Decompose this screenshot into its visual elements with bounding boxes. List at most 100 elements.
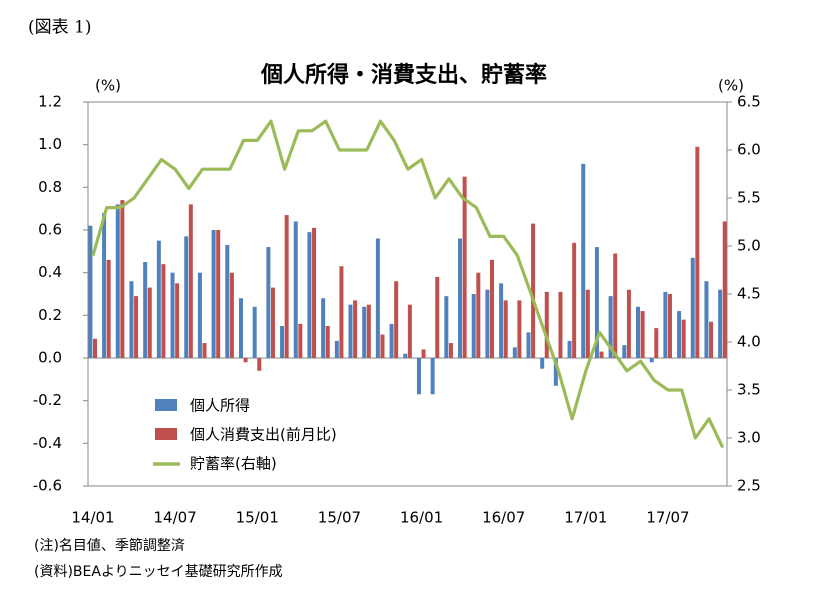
bar <box>188 204 193 358</box>
bar <box>366 304 371 358</box>
bar <box>622 345 627 358</box>
bar <box>284 215 289 358</box>
bar <box>599 351 604 358</box>
bar <box>389 323 394 358</box>
bar <box>211 230 216 358</box>
bar <box>581 163 586 358</box>
bar <box>416 358 421 395</box>
y-tick-label: 0.4 <box>38 263 62 281</box>
bar <box>649 358 654 363</box>
bar <box>476 272 481 358</box>
plot-frame <box>87 101 728 487</box>
bar <box>298 323 303 358</box>
y-axis-unit: (%) <box>95 77 121 95</box>
bar <box>558 291 563 358</box>
bar <box>471 294 476 358</box>
bar <box>430 358 435 395</box>
y2-tick-label: 5.0 <box>737 237 761 255</box>
bar <box>490 259 495 358</box>
y-tick-label: -0.4 <box>33 434 62 452</box>
bar <box>709 321 714 358</box>
x-tick-label: 14/01 <box>71 509 114 527</box>
bar <box>444 296 449 358</box>
bar <box>458 238 463 358</box>
chart-title: 個人所得・消費支出、貯蓄率 <box>260 62 547 88</box>
legend-label: 貯蓄率(右軸) <box>190 455 277 473</box>
bar <box>375 238 380 358</box>
legend-swatch <box>155 428 177 440</box>
legend-label: 個人所得 <box>190 397 250 415</box>
x-tick-label: 17/07 <box>646 509 689 527</box>
x-tick-label: 15/07 <box>318 509 361 527</box>
y2-tick-label: 4.0 <box>737 333 761 351</box>
bar <box>722 221 727 358</box>
x-tick-label: 17/01 <box>564 509 607 527</box>
x-tick-label: 14/07 <box>154 509 197 527</box>
y2-axis-unit: (%) <box>718 77 744 95</box>
bar <box>339 266 344 358</box>
legend-label: 個人消費支出(前月比) <box>190 426 337 444</box>
line-series <box>91 119 725 449</box>
bar <box>170 272 175 358</box>
bar <box>161 264 166 358</box>
bar <box>147 287 152 358</box>
bar <box>115 204 120 358</box>
bar <box>526 332 531 358</box>
bar <box>243 358 248 363</box>
bar <box>462 176 467 358</box>
bar <box>175 283 180 358</box>
bar <box>613 253 618 358</box>
bar <box>197 272 202 358</box>
bar <box>677 311 682 358</box>
bar <box>229 272 234 358</box>
bar <box>156 240 161 358</box>
legend-swatch <box>155 399 177 411</box>
bar <box>184 236 189 358</box>
bar <box>704 281 709 358</box>
x-tick-label: 16/01 <box>400 509 443 527</box>
y2-tick-label: 5.5 <box>737 189 761 207</box>
y2-tick-label: 3.5 <box>737 381 761 399</box>
bar <box>640 311 645 358</box>
note: (資料)BEAよりニッセイ基礎研究所作成 <box>34 563 283 580</box>
y-tick-label: 0.2 <box>38 306 62 324</box>
bar <box>681 319 686 358</box>
bar <box>312 227 317 358</box>
x-tick-label: 16/07 <box>482 509 525 527</box>
bar <box>134 296 139 358</box>
bar <box>353 300 358 358</box>
bar <box>334 340 339 358</box>
bar <box>499 283 504 358</box>
bar <box>485 289 490 358</box>
bar <box>129 281 134 358</box>
bar <box>695 146 700 358</box>
bar <box>307 232 312 358</box>
bar <box>93 338 97 358</box>
bar <box>667 294 672 358</box>
y-tick-label: -0.6 <box>33 477 62 495</box>
bar <box>238 298 243 358</box>
bar <box>202 343 207 358</box>
bar <box>544 291 549 358</box>
x-tick-label: 15/01 <box>236 509 279 527</box>
bar <box>252 306 257 358</box>
bar <box>225 244 230 358</box>
note: (注)名目値、季節調整済 <box>34 537 185 554</box>
bar <box>266 247 271 358</box>
y2-tick-label: 2.5 <box>737 477 761 495</box>
bar <box>257 358 262 371</box>
bar <box>503 300 508 358</box>
bar <box>421 349 426 358</box>
bar <box>585 289 590 358</box>
bar <box>448 343 453 358</box>
bar <box>325 326 330 358</box>
y-tick-label: 0.0 <box>38 349 62 367</box>
y2-tick-label: 6.5 <box>737 93 761 111</box>
figure-label: (図表 1) <box>28 18 91 38</box>
y-tick-label: 0.8 <box>38 178 62 196</box>
bar <box>572 242 577 358</box>
bar <box>403 353 408 358</box>
bar <box>540 358 545 369</box>
bar <box>435 276 440 358</box>
